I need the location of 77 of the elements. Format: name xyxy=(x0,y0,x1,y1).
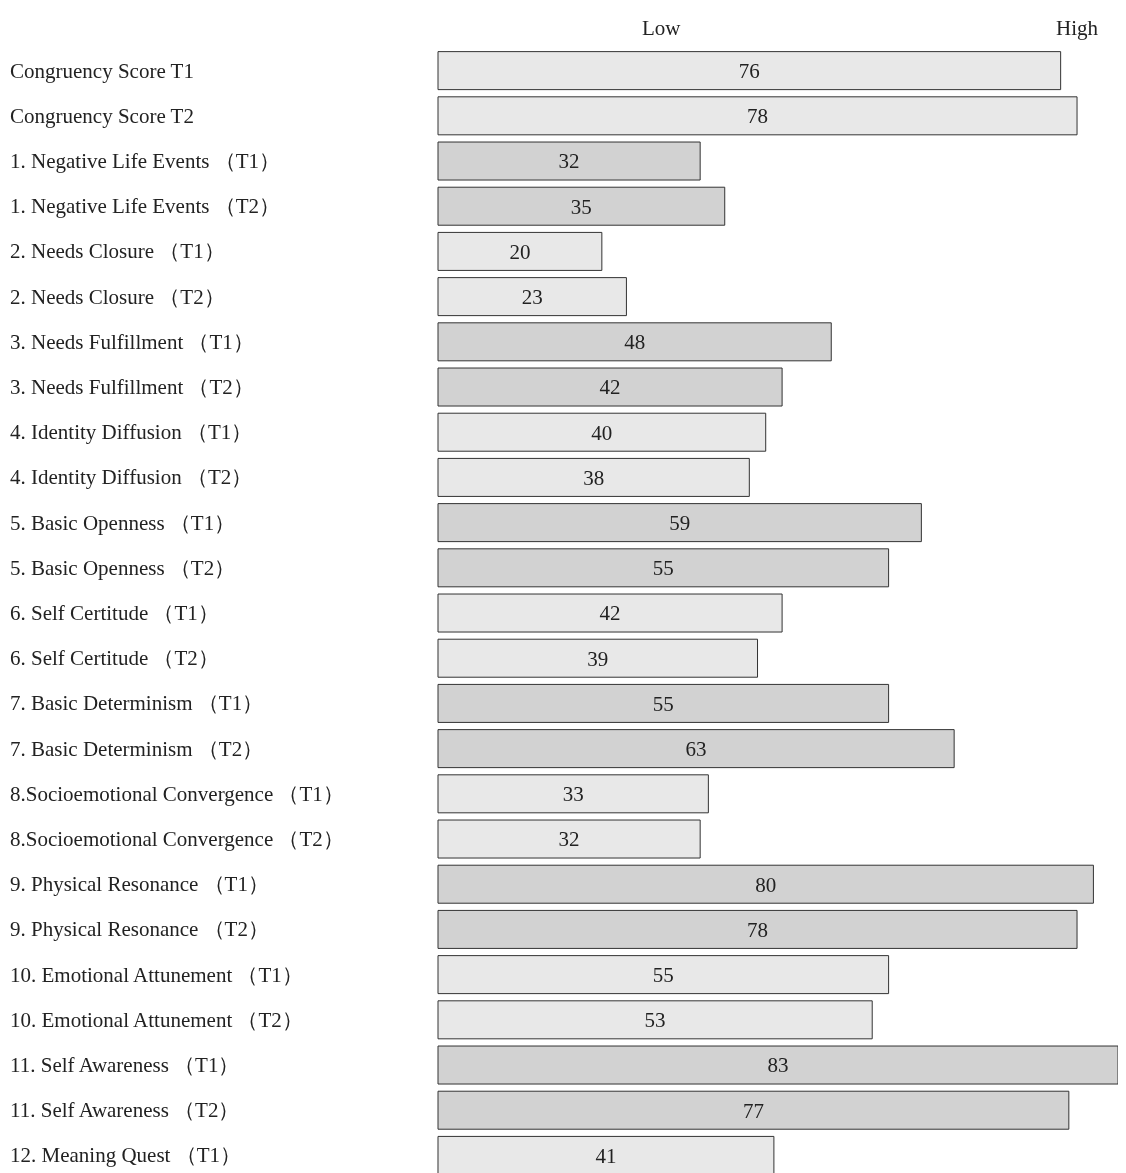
data-label: 42 xyxy=(599,375,621,400)
bar xyxy=(437,1090,1070,1130)
bar xyxy=(437,96,1078,136)
data-label: 35 xyxy=(570,194,592,219)
bar xyxy=(437,774,709,814)
data-label: 32 xyxy=(558,149,580,174)
y-tick-label: 5. Basic Openness （T2） xyxy=(10,555,236,580)
bar xyxy=(437,909,1078,949)
data-label: 53 xyxy=(644,1008,666,1033)
data-label: 23 xyxy=(521,285,543,310)
bar xyxy=(437,1000,873,1040)
data-label: 48 xyxy=(624,330,646,355)
y-tick-label: 12. Meaning Quest （T1） xyxy=(10,1143,241,1168)
bar xyxy=(437,864,1094,904)
bar xyxy=(437,457,750,497)
bar xyxy=(437,593,783,633)
data-label: 77 xyxy=(742,1098,764,1123)
y-tick-label: 10. Emotional Attunement （T1） xyxy=(10,962,303,987)
bar xyxy=(437,819,701,859)
bar xyxy=(437,683,890,723)
bar xyxy=(437,955,890,995)
y-tick-label: Congruency Score T1 xyxy=(10,58,194,83)
data-label: 32 xyxy=(558,827,580,852)
data-label: 63 xyxy=(685,737,707,762)
data-label: 83 xyxy=(767,1053,789,1078)
y-tick-label: 8.Socioemotional Convergence （T1） xyxy=(10,781,344,806)
data-label: 41 xyxy=(595,1143,617,1168)
y-tick-label: 4. Identity Diffusion （T1） xyxy=(10,420,253,445)
y-tick-label: 9. Physical Resonance （T2） xyxy=(10,917,269,942)
y-tick-label: 6. Self Certitude （T1） xyxy=(10,601,219,625)
bar xyxy=(437,729,955,769)
data-label: 55 xyxy=(652,963,674,988)
data-label: 39 xyxy=(587,646,609,671)
bar xyxy=(437,51,1062,91)
y-tick-label: 10. Emotional Attunement （T2） xyxy=(10,1007,303,1032)
bar xyxy=(437,1045,1118,1085)
y-tick-label: 3. Needs Fulfillment （T1） xyxy=(10,329,254,354)
bar xyxy=(437,186,726,226)
data-label: 76 xyxy=(738,59,760,84)
bar xyxy=(437,322,832,362)
text: High xyxy=(1056,16,1098,41)
y-tick-label: 4. Identity Diffusion （T2） xyxy=(10,465,253,490)
y-tick-label: 6. Self Certitude （T2） xyxy=(10,646,219,671)
bar xyxy=(437,638,759,678)
y-tick-label: 2. Needs Closure （T1） xyxy=(10,239,225,264)
bar xyxy=(437,367,783,407)
bar xyxy=(437,231,603,271)
bar xyxy=(437,141,701,181)
y-tick-label: 1. Negative Life Events （T2） xyxy=(10,194,281,219)
data-label: 59 xyxy=(669,511,691,536)
bar xyxy=(437,412,767,452)
y-tick-label: 5. Basic Openness （T1） xyxy=(10,510,236,535)
y-tick-label: 1. Negative Life Events （T1） xyxy=(10,149,281,173)
y-tick-label: 9. Physical Resonance （T1） xyxy=(10,872,269,897)
y-tick-label: 7. Basic Determinism （T1） xyxy=(10,691,264,716)
data-label: 78 xyxy=(747,917,769,942)
y-tick-label: 8.Socioemotional Convergence （T2） xyxy=(10,827,344,851)
data-label: 40 xyxy=(591,420,613,445)
y-tick-label: 11. Self Awareness （T1） xyxy=(10,1053,240,1077)
y-tick-label: 3. Needs Fulfillment （T2） xyxy=(10,375,254,399)
data-label: 80 xyxy=(755,872,777,897)
data-label: 55 xyxy=(652,691,674,716)
bar xyxy=(437,277,627,317)
bar xyxy=(437,548,890,588)
data-label: 38 xyxy=(583,465,605,490)
data-label: 42 xyxy=(599,601,621,626)
data-label: 78 xyxy=(747,104,769,129)
y-tick-label: 7. Basic Determinism （T2） xyxy=(10,736,264,761)
data-label: 55 xyxy=(652,556,674,581)
y-tick-label: 11. Self Awareness （T2） xyxy=(10,1098,240,1123)
text: Low xyxy=(642,16,681,41)
data-label: 33 xyxy=(562,782,584,807)
bar xyxy=(437,503,922,543)
y-tick-label: Congruency Score T2 xyxy=(10,103,194,128)
bar xyxy=(437,1135,775,1173)
y-tick-label: 2. Needs Closure （T2） xyxy=(10,284,225,309)
data-label: 20 xyxy=(509,239,531,264)
